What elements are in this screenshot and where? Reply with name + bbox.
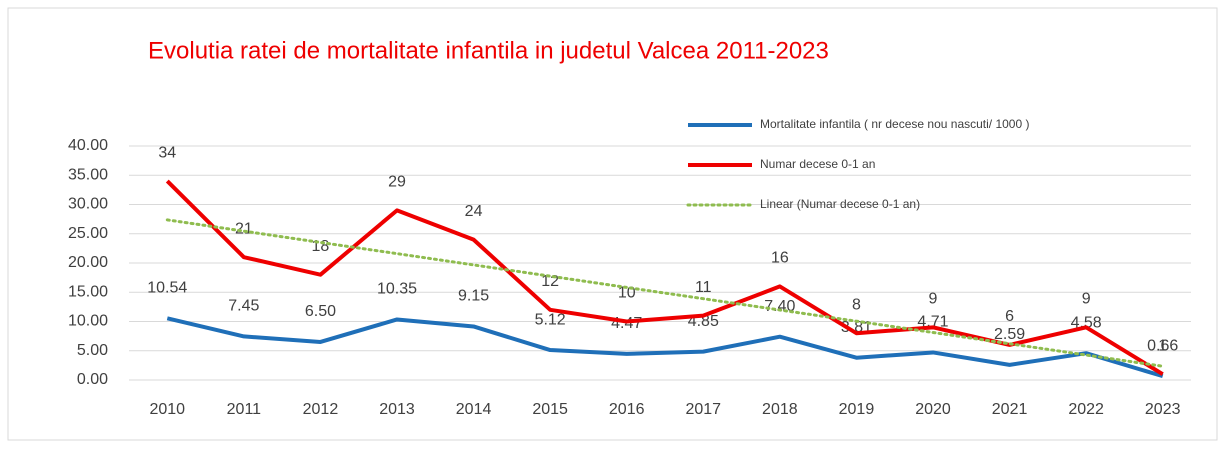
x-tick-label: 2015 bbox=[532, 401, 568, 418]
y-tick-label: 10.00 bbox=[68, 313, 108, 330]
data-label: 1 bbox=[1158, 337, 1167, 354]
series-line bbox=[165, 179, 1164, 376]
x-tick-label: 2011 bbox=[227, 401, 262, 418]
data-label: 34 bbox=[158, 144, 176, 161]
data-label: 0.66 bbox=[1147, 337, 1178, 354]
x-tick-label: 2019 bbox=[839, 401, 875, 418]
data-label: 5.12 bbox=[535, 311, 566, 328]
data-label: 29 bbox=[388, 174, 406, 191]
x-tick-label: 2010 bbox=[149, 401, 185, 418]
x-tick-label: 2021 bbox=[992, 401, 1028, 418]
y-tick-label: 30.00 bbox=[68, 196, 108, 213]
series-line bbox=[166, 316, 1164, 379]
data-label: 4.47 bbox=[611, 315, 642, 332]
legend-label: Linear (Numar decese 0-1 an) bbox=[760, 197, 920, 211]
data-label: 6 bbox=[1005, 308, 1014, 325]
data-label: 6.50 bbox=[305, 303, 336, 320]
data-label: 8 bbox=[852, 296, 861, 313]
data-label: 10.54 bbox=[147, 280, 187, 297]
y-tick-label: 20.00 bbox=[68, 254, 108, 271]
x-tick-label: 2022 bbox=[1068, 401, 1104, 418]
data-label: 11 bbox=[695, 279, 712, 296]
y-tick-label: 5.00 bbox=[77, 342, 108, 359]
x-tick-label: 2016 bbox=[609, 401, 645, 418]
y-tick-label: 35.00 bbox=[68, 166, 108, 183]
x-tick-label: 2023 bbox=[1145, 401, 1181, 418]
chart-border bbox=[7, 7, 1218, 441]
legend-label: Numar decese 0-1 an bbox=[760, 157, 875, 171]
data-label: 9 bbox=[1082, 291, 1091, 308]
data-label: 9 bbox=[929, 291, 938, 308]
series-line bbox=[165, 218, 1165, 368]
chart-title: Evolutia ratei de mortalitate infantila … bbox=[148, 37, 829, 64]
y-tick-label: 0.00 bbox=[77, 371, 108, 388]
data-label: 18 bbox=[312, 238, 330, 255]
x-tick-label: 2020 bbox=[915, 401, 951, 418]
data-label: 2.59 bbox=[994, 326, 1025, 343]
data-label: 21 bbox=[235, 220, 253, 237]
x-tick-label: 2014 bbox=[456, 401, 492, 418]
y-tick-label: 15.00 bbox=[68, 283, 108, 300]
data-label: 7.45 bbox=[228, 298, 259, 315]
legend-label: Mortalitate infantila ( nr decese nou na… bbox=[760, 117, 1029, 131]
y-tick-label: 25.00 bbox=[68, 225, 108, 242]
data-label: 9.15 bbox=[458, 288, 489, 305]
data-label: 10.35 bbox=[377, 281, 417, 298]
data-label: 24 bbox=[465, 203, 483, 220]
x-tick-label: 2013 bbox=[379, 401, 415, 418]
y-tick-label: 40.00 bbox=[68, 137, 108, 154]
x-tick-label: 2018 bbox=[762, 401, 798, 418]
data-label: 16 bbox=[771, 250, 789, 267]
x-tick-label: 2017 bbox=[685, 401, 721, 418]
x-tick-label: 2012 bbox=[303, 401, 339, 418]
